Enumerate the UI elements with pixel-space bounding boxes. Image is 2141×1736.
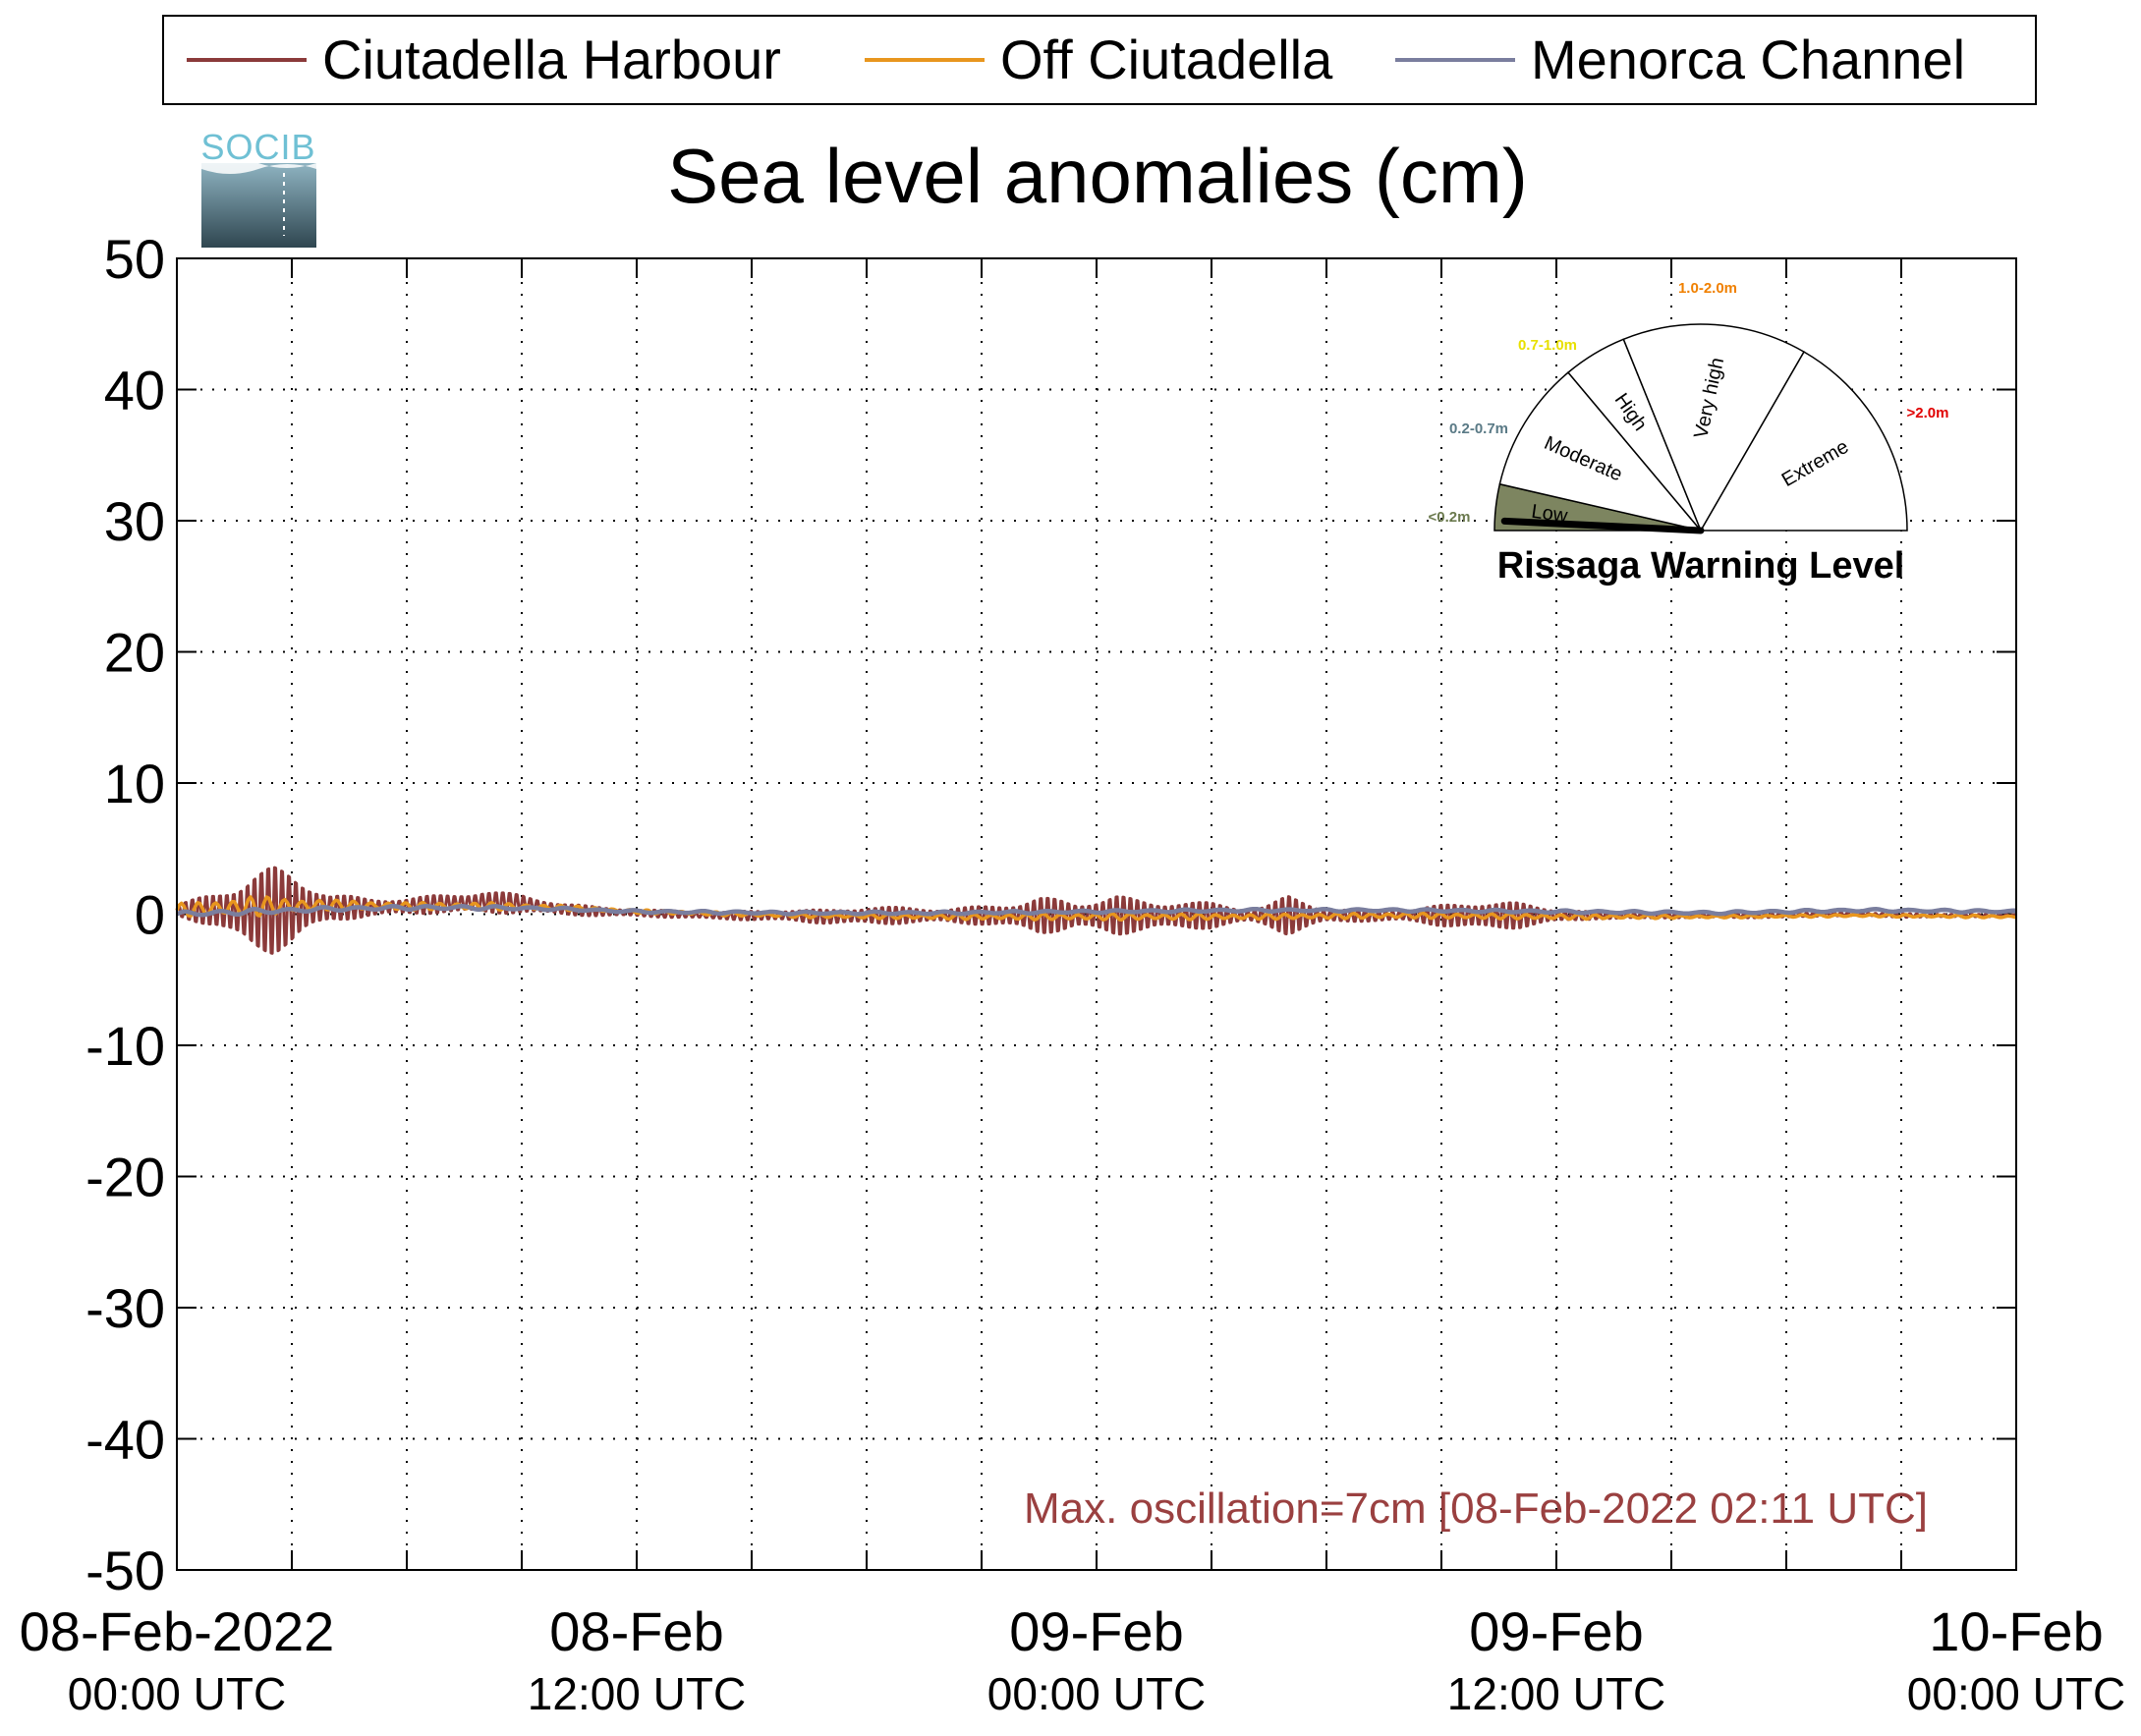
y-tick-label: 30 — [104, 490, 165, 552]
y-tick-label: -20 — [85, 1147, 165, 1208]
x-tick-label-time: 00:00 UTC — [1907, 1668, 2125, 1719]
x-tick-label-date: 10-Feb — [1929, 1600, 2103, 1662]
y-tick-label: 0 — [135, 884, 165, 946]
legend-box — [162, 15, 2037, 105]
y-tick-label: 50 — [104, 228, 165, 290]
series-layer — [175, 257, 2017, 1571]
gauge-sector-very-high — [1622, 323, 1806, 532]
x-tick-label-time: 00:00 UTC — [68, 1668, 286, 1719]
series-line-menorca-channel — [176, 903, 2017, 918]
max-oscillation-annotation: Max. oscillation=7cm [08-Feb-2022 02:11 … — [1024, 1484, 1928, 1533]
gauge-needle — [1500, 517, 1705, 534]
gauge-title: Rissaga Warning Level — [1497, 545, 1905, 587]
legend-label-ciutadella-harbour: Ciutadella Harbour — [322, 28, 781, 90]
socib-logo: SOCIB — [200, 127, 316, 248]
legend-label-off-ciutadella: Off Ciutadella — [1000, 28, 1333, 90]
legend-label-menorca-channel: Menorca Channel — [1531, 28, 1965, 90]
x-tick-label-time: 12:00 UTC — [528, 1668, 746, 1719]
y-tick-label: 10 — [104, 753, 165, 814]
legend: Ciutadella Harbour Off Ciutadella Menorc… — [162, 15, 2037, 105]
gauge-range-label: 0.7-1.0m — [1518, 337, 1577, 354]
gauge-range-label: >2.0m — [1907, 405, 1949, 421]
x-tick-label-time: 00:00 UTC — [987, 1668, 1206, 1719]
x-tick-label-time: 12:00 UTC — [1447, 1668, 1665, 1719]
x-tick-label-date: 09-Feb — [1009, 1600, 1183, 1662]
gauge-range-label: 1.0-2.0m — [1678, 280, 1737, 297]
y-tick-label: -10 — [85, 1015, 165, 1077]
socib-logo-text: SOCIB — [200, 127, 315, 167]
gauge-sector-moderate — [1498, 371, 1704, 532]
chart-title: Sea level anomalies (cm) — [667, 133, 1528, 219]
y-tick-label: 40 — [104, 360, 165, 421]
y-tick-label: -40 — [85, 1409, 165, 1471]
plot-frame — [176, 257, 2017, 1571]
x-tick-label-date: 08-Feb — [549, 1600, 723, 1662]
gauge-range-label: <0.2m — [1429, 509, 1471, 526]
x-tick-label-date: 09-Feb — [1469, 1600, 1643, 1662]
y-tick-label: -30 — [85, 1277, 165, 1339]
x-tick-label-date: 08-Feb-2022 — [20, 1600, 335, 1662]
y-tick-label: 20 — [104, 622, 165, 684]
y-tick-label: -50 — [85, 1540, 165, 1601]
gauge-sector-extreme — [1699, 351, 1908, 532]
gauge-range-label: 0.2-0.7m — [1449, 420, 1508, 437]
